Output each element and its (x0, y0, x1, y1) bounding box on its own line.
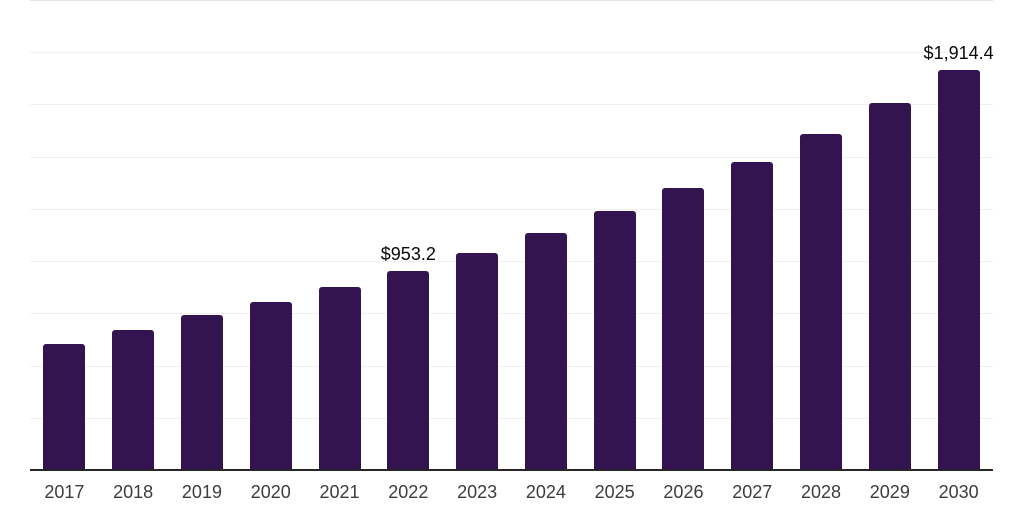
bar-2027 (731, 162, 774, 470)
value-label-2030: $1,914.4 (923, 43, 994, 64)
bar-2029 (868, 103, 911, 470)
bar-column-2023 (443, 0, 512, 470)
bar-column-2029 (855, 0, 924, 470)
gridline-1250 (30, 208, 993, 210)
gridline-1500 (30, 156, 993, 158)
bar-column-2030: $1,914.4 (923, 0, 994, 470)
bar-2026 (662, 187, 705, 470)
x-tick-2017: 2017 (44, 482, 85, 502)
gridline-250 (30, 417, 993, 419)
bar-column-2018 (99, 0, 168, 470)
plot-area: $953.2 $1,914.4 (30, 0, 994, 471)
bar-2028 (800, 134, 843, 470)
x-tick-2030: 2030 (938, 482, 979, 502)
bar-column-2025 (580, 0, 649, 470)
bar-2023 (456, 252, 499, 470)
bar-2030 (937, 70, 980, 470)
value-label-2022: $953.2 (380, 243, 436, 264)
gridline-1750 (30, 104, 993, 106)
x-tick-2025: 2025 (594, 482, 635, 502)
x-tick-2029: 2029 (869, 482, 910, 502)
x-tick-2026: 2026 (663, 482, 704, 502)
bar-2018 (112, 330, 155, 470)
gridline-2000 (30, 52, 993, 54)
bar-column-2024 (512, 0, 581, 470)
x-tick-2019: 2019 (181, 482, 222, 502)
bar-column-2019 (168, 0, 237, 470)
gridline-2250 (30, 0, 993, 1)
bar-column-2022: $953.2 (374, 0, 443, 470)
x-tick-2024: 2024 (525, 482, 566, 502)
x-tick-2020: 2020 (250, 482, 291, 502)
bar-column-2020 (236, 0, 305, 470)
gridline-750 (30, 313, 993, 315)
bar-column-2021 (305, 0, 374, 470)
bar-2022 (387, 270, 430, 470)
bar-column-2027 (718, 0, 787, 470)
x-tick-2023: 2023 (457, 482, 498, 502)
x-tick-2021: 2021 (319, 482, 360, 502)
x-axis-line (30, 469, 993, 471)
x-tick-2028: 2028 (801, 482, 842, 502)
bar-2017 (43, 344, 86, 470)
x-tick-2027: 2027 (732, 482, 773, 502)
x-tick-2022: 2022 (388, 482, 429, 502)
bar-column-2026 (649, 0, 718, 470)
bar-2020 (249, 302, 292, 470)
bar-column-2017 (30, 0, 99, 470)
bar-2019 (180, 315, 223, 470)
x-tick-2018: 2018 (113, 482, 154, 502)
bar-2021 (318, 287, 361, 470)
bar-2024 (524, 232, 567, 470)
gridline-500 (30, 365, 993, 367)
bar-column-2028 (787, 0, 856, 470)
gridline-1000 (30, 261, 993, 263)
bar-2025 (593, 211, 636, 470)
